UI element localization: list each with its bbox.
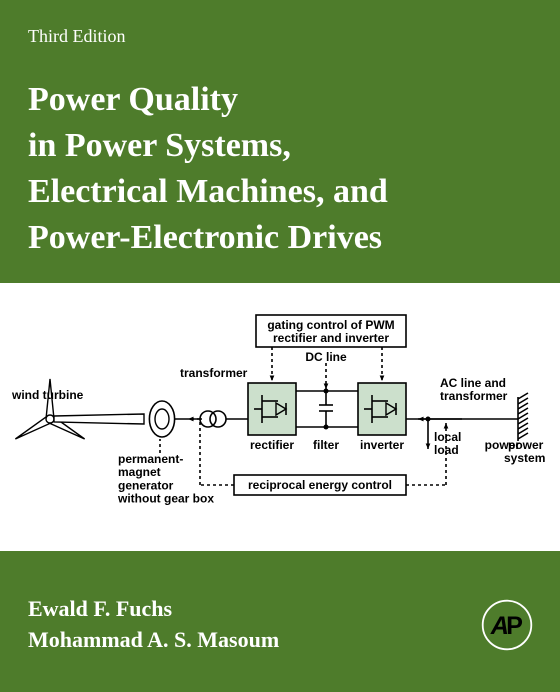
svg-text:generator: generator xyxy=(118,478,174,492)
svg-text:DC line: DC line xyxy=(305,350,347,364)
svg-text:load: load xyxy=(434,443,459,457)
svg-text:P: P xyxy=(506,612,523,640)
footer-area: Ewald F. FuchsMohammad A. S. Masoum A P xyxy=(0,551,560,692)
svg-text:reciprocal energy control: reciprocal energy control xyxy=(248,478,392,492)
title-line: Electrical Machines, and xyxy=(28,169,532,215)
svg-text:system: system xyxy=(504,451,545,465)
svg-text:local: local xyxy=(434,430,461,444)
svg-text:rectifier: rectifier xyxy=(250,438,294,452)
svg-text:AC line and: AC line and xyxy=(440,376,506,390)
header-area: Third Edition Power Qualityin Power Syst… xyxy=(0,0,560,283)
svg-text:transformer: transformer xyxy=(440,389,508,403)
title-line: Power Quality xyxy=(28,77,532,123)
svg-text:rectifier and inverter: rectifier and inverter xyxy=(273,331,389,345)
block-diagram: wind turbine permanent-magnetgeneratorwit… xyxy=(10,299,550,539)
svg-text:permanent-: permanent- xyxy=(118,452,183,466)
svg-text:filter: filter xyxy=(313,438,339,452)
svg-text:gating control of PWM: gating control of PWM xyxy=(267,318,394,332)
svg-text:magnet: magnet xyxy=(118,465,161,479)
svg-text:inverter: inverter xyxy=(360,438,404,452)
diagram-band: wind turbine permanent-magnetgeneratorwit… xyxy=(0,283,560,551)
book-title: Power Qualityin Power Systems,Electrical… xyxy=(28,77,532,261)
title-line: in Power Systems, xyxy=(28,123,532,169)
book-cover: Third Edition Power Qualityin Power Syst… xyxy=(0,0,560,692)
edition-label: Third Edition xyxy=(28,26,532,47)
svg-text:without gear box: without gear box xyxy=(117,491,214,505)
svg-text:power: power xyxy=(508,438,544,452)
author-name: Mohammad A. S. Masoum xyxy=(28,624,532,656)
publisher-logo-icon: A P xyxy=(480,598,534,652)
svg-text:transformer: transformer xyxy=(180,366,248,380)
author-name: Ewald F. Fuchs xyxy=(28,593,532,625)
author-list: Ewald F. FuchsMohammad A. S. Masoum xyxy=(28,593,532,657)
title-line: Power-Electronic Drives xyxy=(28,215,532,261)
svg-text:wind turbine: wind turbine xyxy=(11,388,84,402)
